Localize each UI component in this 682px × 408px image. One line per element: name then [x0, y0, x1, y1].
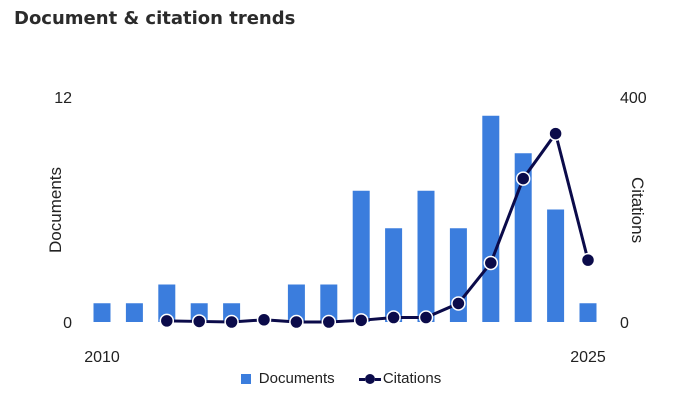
documents-bar-2024: [547, 209, 565, 322]
citations-point-2019: [386, 310, 401, 325]
citations-point-2015: [256, 312, 272, 327]
citations-point-2017: [321, 314, 337, 330]
documents-bar-2012: [158, 284, 176, 322]
legend-item-documents[interactable]: Documents: [240, 370, 335, 387]
citations-point-2025: [580, 252, 596, 268]
citations-point-2022: [483, 255, 499, 271]
documents-bars: [93, 115, 597, 322]
citations-point-2016: [289, 314, 304, 330]
documents-bar-2011: [125, 303, 143, 322]
right-axis-max-label: 400: [620, 90, 647, 107]
documents-bar-2018: [352, 190, 370, 322]
legend: Documents Citations: [0, 370, 682, 388]
documents-bar-2022: [482, 115, 500, 322]
legend-item-citations[interactable]: Citations: [358, 370, 442, 387]
right-axis-title: Citations: [628, 177, 647, 243]
documents-bar-2025: [579, 303, 597, 322]
left-axis-max-label: 12: [54, 90, 72, 107]
citations-point-2023: [515, 171, 531, 186]
left-axis-min-label: 0: [63, 315, 72, 332]
citations-point-2021: [451, 296, 466, 311]
citations-point-2013: [191, 314, 207, 329]
documents-bar-2016: [287, 284, 305, 322]
citations-point-2014: [224, 314, 239, 330]
documents-bar-2010: [93, 303, 111, 322]
citations-line: [159, 126, 596, 330]
left-axis-title: Documents: [46, 167, 65, 253]
citations-point-2018: [353, 313, 369, 328]
documents-bar-2023: [514, 153, 532, 322]
legend-label-citations: Citations: [382, 370, 442, 387]
chart-svg: 12 0 400 0 Documents Citations 2010 2025: [46, 90, 647, 366]
documents-bar-2017: [320, 284, 338, 322]
documents-bar-2019: [385, 228, 403, 322]
citations-point-2024: [548, 126, 563, 141]
citations-line-marker-icon: [358, 373, 381, 384]
chart-title: Document & citation trends: [14, 8, 296, 29]
axis-labels: 12 0 400 0 Documents Citations 2010 2025: [46, 90, 647, 366]
right-axis-min-label: 0: [620, 315, 629, 332]
x-axis-start-label: 2010: [84, 349, 120, 366]
citations-point-2020: [418, 310, 434, 325]
documents-swatch-icon: [240, 373, 251, 384]
documents-bar-2020: [417, 190, 435, 322]
citations-point-2012: [159, 313, 175, 329]
legend-label-documents: Documents: [258, 370, 335, 387]
x-axis-end-label: 2025: [570, 349, 606, 366]
